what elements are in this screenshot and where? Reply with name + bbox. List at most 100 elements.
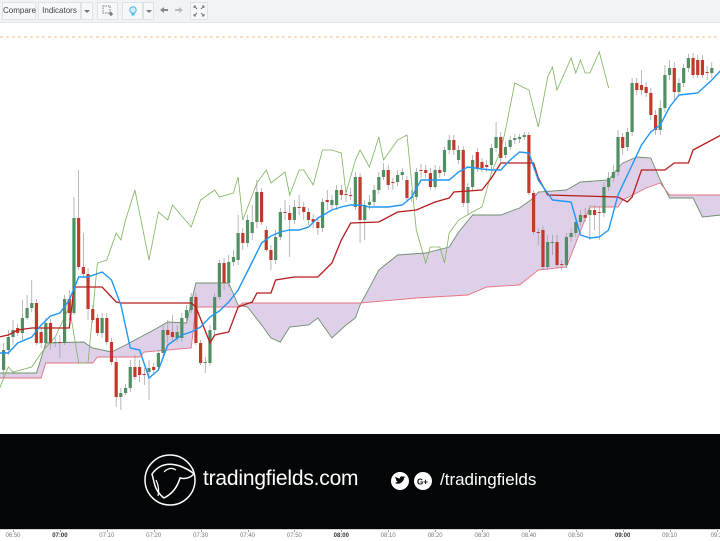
- bearish-candle: [391, 182, 395, 183]
- bearish-candle: [349, 195, 353, 196]
- bearish-candle: [653, 115, 658, 130]
- bullish-candle: [255, 192, 259, 222]
- x-tick-mark: [482, 530, 483, 532]
- bearish-candle: [109, 342, 114, 362]
- add-alert-button[interactable]: [97, 2, 118, 20]
- undo-icon: [160, 7, 168, 13]
- bullish-candle: [569, 233, 573, 237]
- bullish-candle: [381, 170, 386, 177]
- x-tick-label: 06:50: [5, 533, 21, 539]
- x-tick-label: 07:40: [239, 533, 256, 539]
- bearish-candle: [672, 68, 676, 92]
- bearish-candle: [696, 60, 700, 75]
- bearish-candle: [269, 250, 273, 260]
- bullish-candle: [2, 350, 6, 370]
- time-axis[interactable]: 06:50 07:00 07:10 07:20 07:30 07:40 07:50 08:00…: [0, 529, 720, 541]
- x-tick-label: 07:10: [99, 533, 115, 539]
- bearish-candle: [555, 242, 559, 265]
- x-tick-label: 08:50: [568, 533, 584, 539]
- compare-label: Compare: [3, 6, 36, 15]
- indicators-button[interactable]: Indicators: [38, 2, 81, 20]
- bullish-candle: [433, 170, 437, 187]
- bearish-candle: [222, 263, 226, 283]
- bearish-candle: [358, 177, 362, 220]
- bullish-candle: [53, 342, 57, 343]
- x-tick-mark: [200, 530, 202, 532]
- bearish-candle: [152, 367, 156, 370]
- price-chart[interactable]: [0, 0, 720, 434]
- bullish-candle: [11, 330, 15, 337]
- bullish-candle: [180, 318, 184, 338]
- bearish-candle: [316, 222, 320, 228]
- bearish-candle: [77, 218, 81, 267]
- x-tick-mark: [59, 530, 61, 532]
- bearish-candle: [531, 193, 536, 232]
- x-tick-mark: [388, 530, 390, 532]
- theme-dropdown[interactable]: [143, 2, 154, 20]
- bearish-candle: [386, 170, 390, 185]
- x-tick-mark: [622, 530, 624, 532]
- social-handle[interactable]: /tradingfields: [440, 470, 537, 489]
- bullish-candle: [546, 242, 550, 267]
- bullish-candle: [578, 215, 583, 222]
- bearish-candle: [475, 152, 479, 168]
- bullish-candle: [227, 262, 231, 283]
- x-tick-label: 08:20: [427, 533, 443, 539]
- bullish-candle: [161, 330, 165, 353]
- google-plus-icon[interactable]: G+: [414, 472, 432, 490]
- bullish-candle: [278, 212, 282, 237]
- bullish-candle: [663, 75, 667, 108]
- bullish-candle: [677, 83, 681, 92]
- bearish-candle: [480, 162, 484, 168]
- bullish-candle: [686, 58, 690, 68]
- bearish-candle: [105, 318, 109, 342]
- bearish-candle: [283, 212, 287, 213]
- bullish-candle: [456, 150, 461, 160]
- bullish-candle: [156, 353, 160, 367]
- bearish-candle: [405, 180, 409, 198]
- bullish-candle: [44, 323, 48, 343]
- x-tick-mark: [669, 530, 671, 532]
- twitter-icon[interactable]: [391, 472, 409, 490]
- undo-button[interactable]: [157, 2, 171, 20]
- bullish-candle: [513, 138, 517, 140]
- chevron-down-icon: [84, 10, 90, 13]
- bullish-candle: [395, 175, 400, 182]
- bullish-candle: [508, 140, 512, 147]
- indicators-dropdown[interactable]: [81, 2, 93, 20]
- bearish-candle: [241, 233, 245, 243]
- website-link[interactable]: tradingfields.com: [203, 467, 359, 490]
- chikou-span-line: [0, 50, 609, 389]
- bullish-candle: [184, 310, 189, 318]
- bearish-candle: [297, 207, 301, 208]
- bearish-candle: [91, 309, 95, 320]
- bullish-candle: [466, 187, 470, 203]
- x-tick-mark: [435, 530, 437, 532]
- bearish-candle: [691, 58, 695, 75]
- x-tick-mark: [341, 530, 343, 532]
- x-tick-mark: [716, 530, 718, 532]
- bullish-candle: [494, 137, 498, 148]
- bullish-candle: [522, 135, 526, 137]
- bullish-candle: [217, 263, 221, 297]
- bearish-candle: [438, 170, 442, 173]
- bearish-candle: [142, 374, 146, 375]
- bullish-candle: [377, 177, 381, 190]
- compare-button[interactable]: Compare: [2, 2, 36, 20]
- fullscreen-button[interactable]: [190, 2, 208, 20]
- indicators-label: Indicators: [42, 6, 77, 15]
- bullish-candle: [20, 318, 24, 333]
- redo-icon: [175, 7, 183, 13]
- bearish-candle: [34, 303, 39, 343]
- bull-head-logo: [144, 454, 196, 506]
- bullish-candle: [335, 190, 339, 205]
- bearish-candle: [527, 135, 531, 193]
- x-tick-label: 08:30: [474, 533, 490, 539]
- promo-banner: tradingfields.com G+ /tradingfields: [0, 434, 720, 529]
- lightbulb-button[interactable]: [122, 2, 143, 20]
- bullish-candle: [30, 303, 34, 308]
- bullish-candle: [564, 237, 569, 265]
- bearish-candle: [485, 165, 489, 167]
- redo-button[interactable]: [172, 2, 186, 20]
- bearish-candle: [67, 299, 71, 313]
